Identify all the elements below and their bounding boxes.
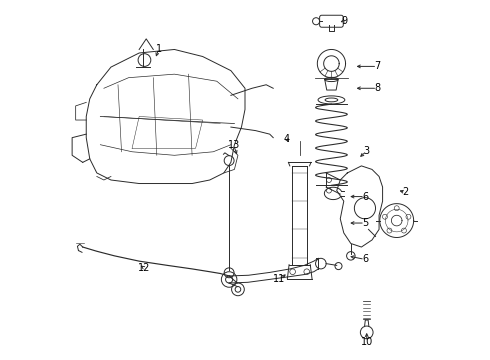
Text: 13: 13 bbox=[227, 140, 240, 150]
Text: 7: 7 bbox=[374, 62, 380, 71]
Text: 6: 6 bbox=[362, 192, 368, 202]
Text: 1: 1 bbox=[155, 45, 162, 54]
Text: 10: 10 bbox=[361, 337, 373, 347]
Text: 12: 12 bbox=[138, 263, 150, 273]
Text: 9: 9 bbox=[342, 15, 347, 26]
Text: 5: 5 bbox=[362, 218, 368, 228]
Text: 3: 3 bbox=[364, 146, 370, 156]
Text: 6: 6 bbox=[362, 255, 368, 264]
Text: 11: 11 bbox=[273, 274, 286, 284]
Text: 8: 8 bbox=[374, 83, 380, 93]
Text: 2: 2 bbox=[402, 187, 409, 197]
Text: 4: 4 bbox=[284, 134, 290, 144]
